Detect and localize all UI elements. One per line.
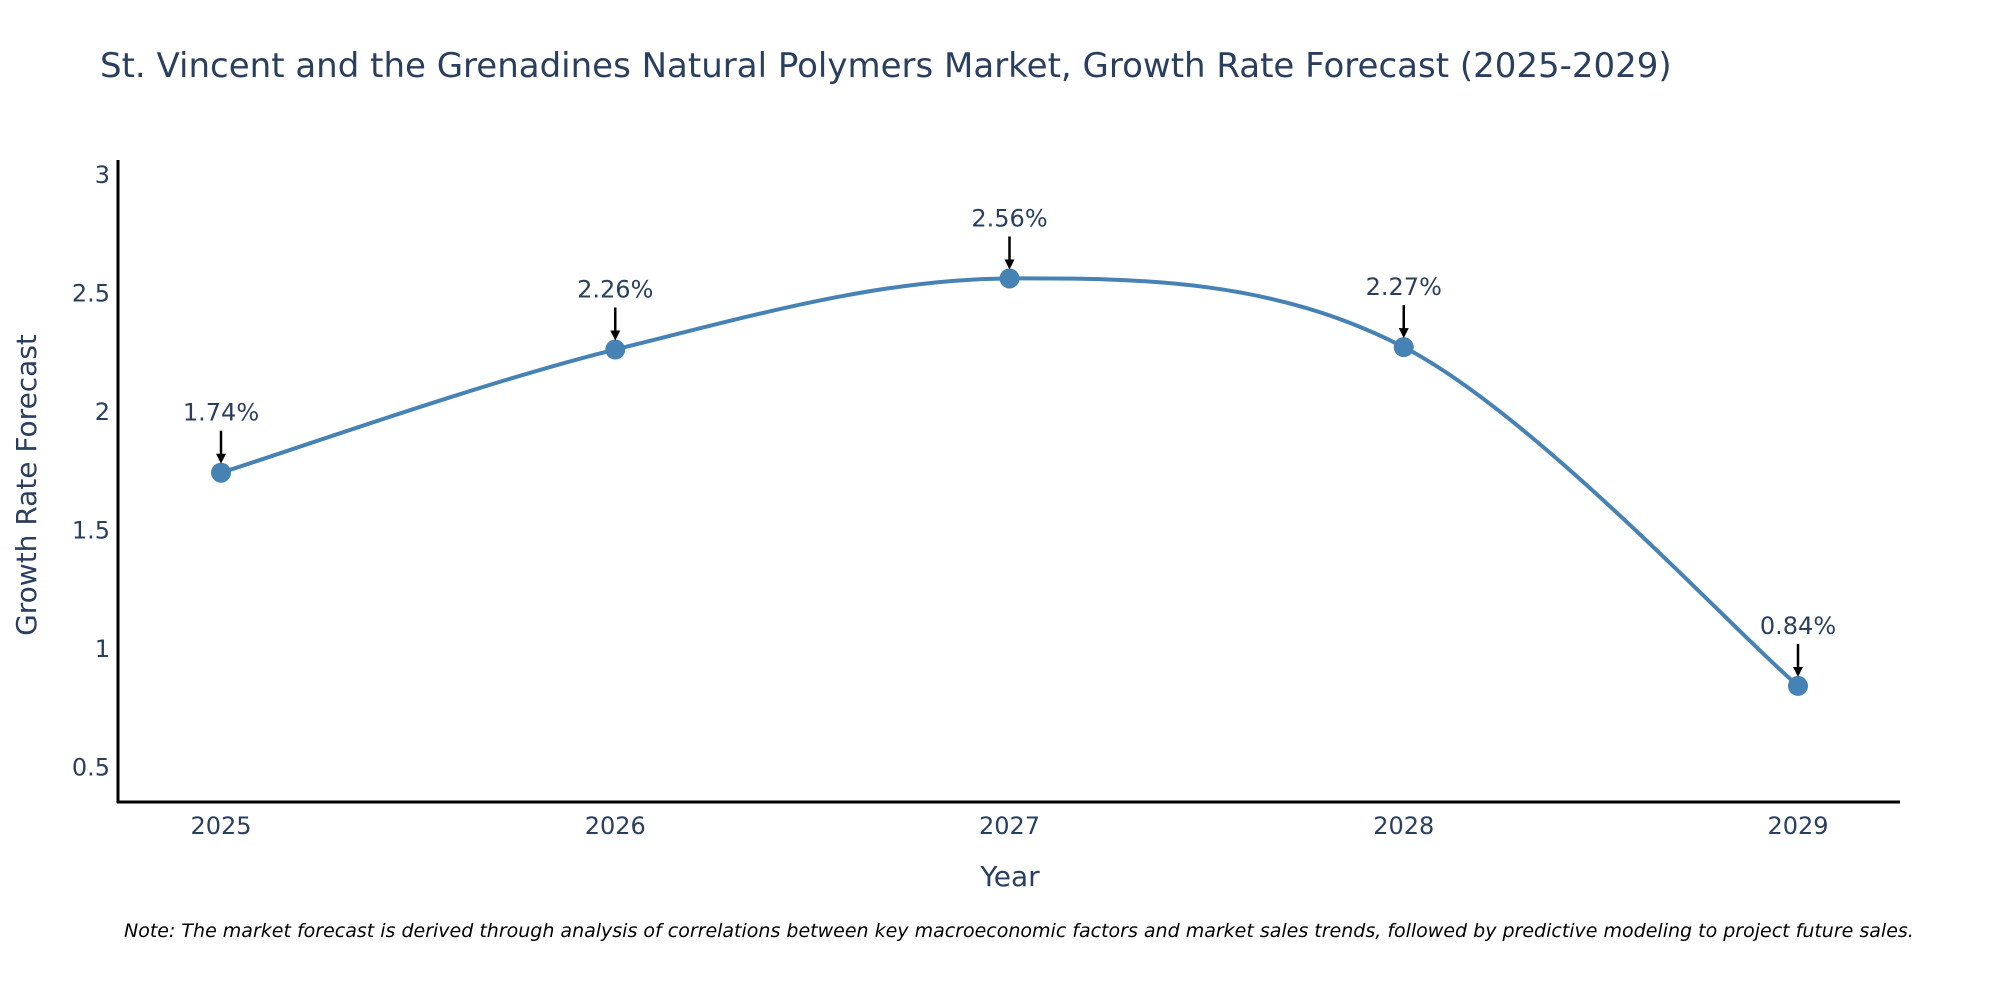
x-tick-label: 2028 — [1373, 812, 1434, 840]
data-label: 2.56% — [971, 204, 1047, 232]
y-axis-title: Growth Rate Forecast — [10, 334, 43, 636]
y-tick-label: 2.5 — [72, 280, 110, 308]
series-line — [220, 276, 1800, 688]
y-tick-label: 0.5 — [72, 753, 110, 781]
data-point-marker — [211, 462, 231, 483]
footnote: Note: The market forecast is derived thr… — [124, 920, 1914, 942]
x-tick-label: 2025 — [190, 812, 251, 840]
data-label: 2.26% — [577, 276, 653, 304]
x-tick-label: 2026 — [585, 812, 646, 840]
chart-title: St. Vincent and the Grenadines Natural P… — [100, 46, 1672, 86]
data-label: 1.74% — [183, 399, 259, 427]
data-point-marker — [1788, 675, 1808, 696]
data-label: 0.84% — [1760, 612, 1836, 640]
data-point-marker — [605, 339, 626, 360]
x-tick-label: 2029 — [1767, 812, 1828, 840]
y-tick-label: 1 — [95, 635, 110, 663]
data-point-marker — [999, 268, 1020, 289]
y-tick-label: 2 — [95, 398, 110, 426]
x-axis-title: Year — [979, 860, 1040, 893]
x-tick-label: 2027 — [979, 812, 1040, 840]
data-label: 2.27% — [1366, 273, 1442, 301]
y-tick-label: 3 — [95, 161, 110, 189]
y-tick-label: 1.5 — [72, 517, 110, 545]
data-point-marker — [1393, 337, 1414, 358]
